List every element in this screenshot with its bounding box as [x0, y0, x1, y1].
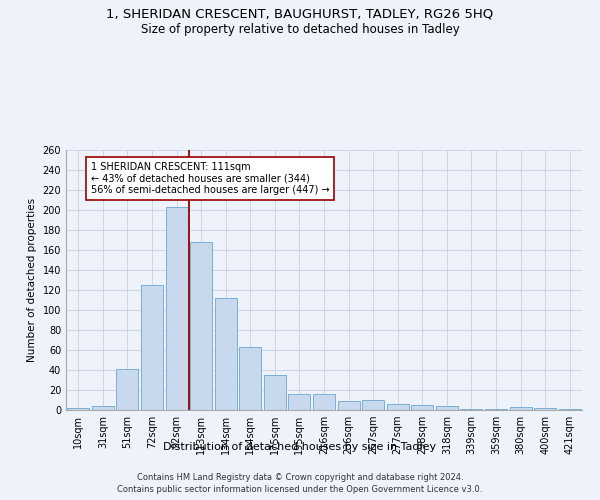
Text: Contains HM Land Registry data © Crown copyright and database right 2024.: Contains HM Land Registry data © Crown c… [137, 472, 463, 482]
Bar [166, 207, 188, 410]
Text: 1 SHERIDAN CRESCENT: 111sqm
← 43% of detached houses are smaller (344)
56% of se: 1 SHERIDAN CRESCENT: 111sqm ← 43% of det… [91, 162, 329, 195]
Bar [215, 298, 237, 410]
Bar [436, 406, 458, 410]
Text: Size of property relative to detached houses in Tadley: Size of property relative to detached ho… [140, 22, 460, 36]
Bar [386, 404, 409, 410]
Bar [362, 400, 384, 410]
Bar [509, 407, 532, 410]
Bar [239, 347, 262, 410]
Bar [264, 375, 286, 410]
Bar [67, 408, 89, 410]
Y-axis label: Number of detached properties: Number of detached properties [27, 198, 37, 362]
Bar [411, 405, 433, 410]
Bar [338, 401, 359, 410]
Bar [485, 409, 507, 410]
Bar [289, 394, 310, 410]
Bar [141, 285, 163, 410]
Bar [534, 408, 556, 410]
Bar [559, 409, 581, 410]
Text: 1, SHERIDAN CRESCENT, BAUGHURST, TADLEY, RG26 5HQ: 1, SHERIDAN CRESCENT, BAUGHURST, TADLEY,… [106, 8, 494, 20]
Text: Distribution of detached houses by size in Tadley: Distribution of detached houses by size … [163, 442, 437, 452]
Text: Contains public sector information licensed under the Open Government Licence v3: Contains public sector information licen… [118, 485, 482, 494]
Bar [92, 406, 114, 410]
Bar [116, 369, 139, 410]
Bar [460, 409, 482, 410]
Bar [313, 394, 335, 410]
Bar [190, 242, 212, 410]
